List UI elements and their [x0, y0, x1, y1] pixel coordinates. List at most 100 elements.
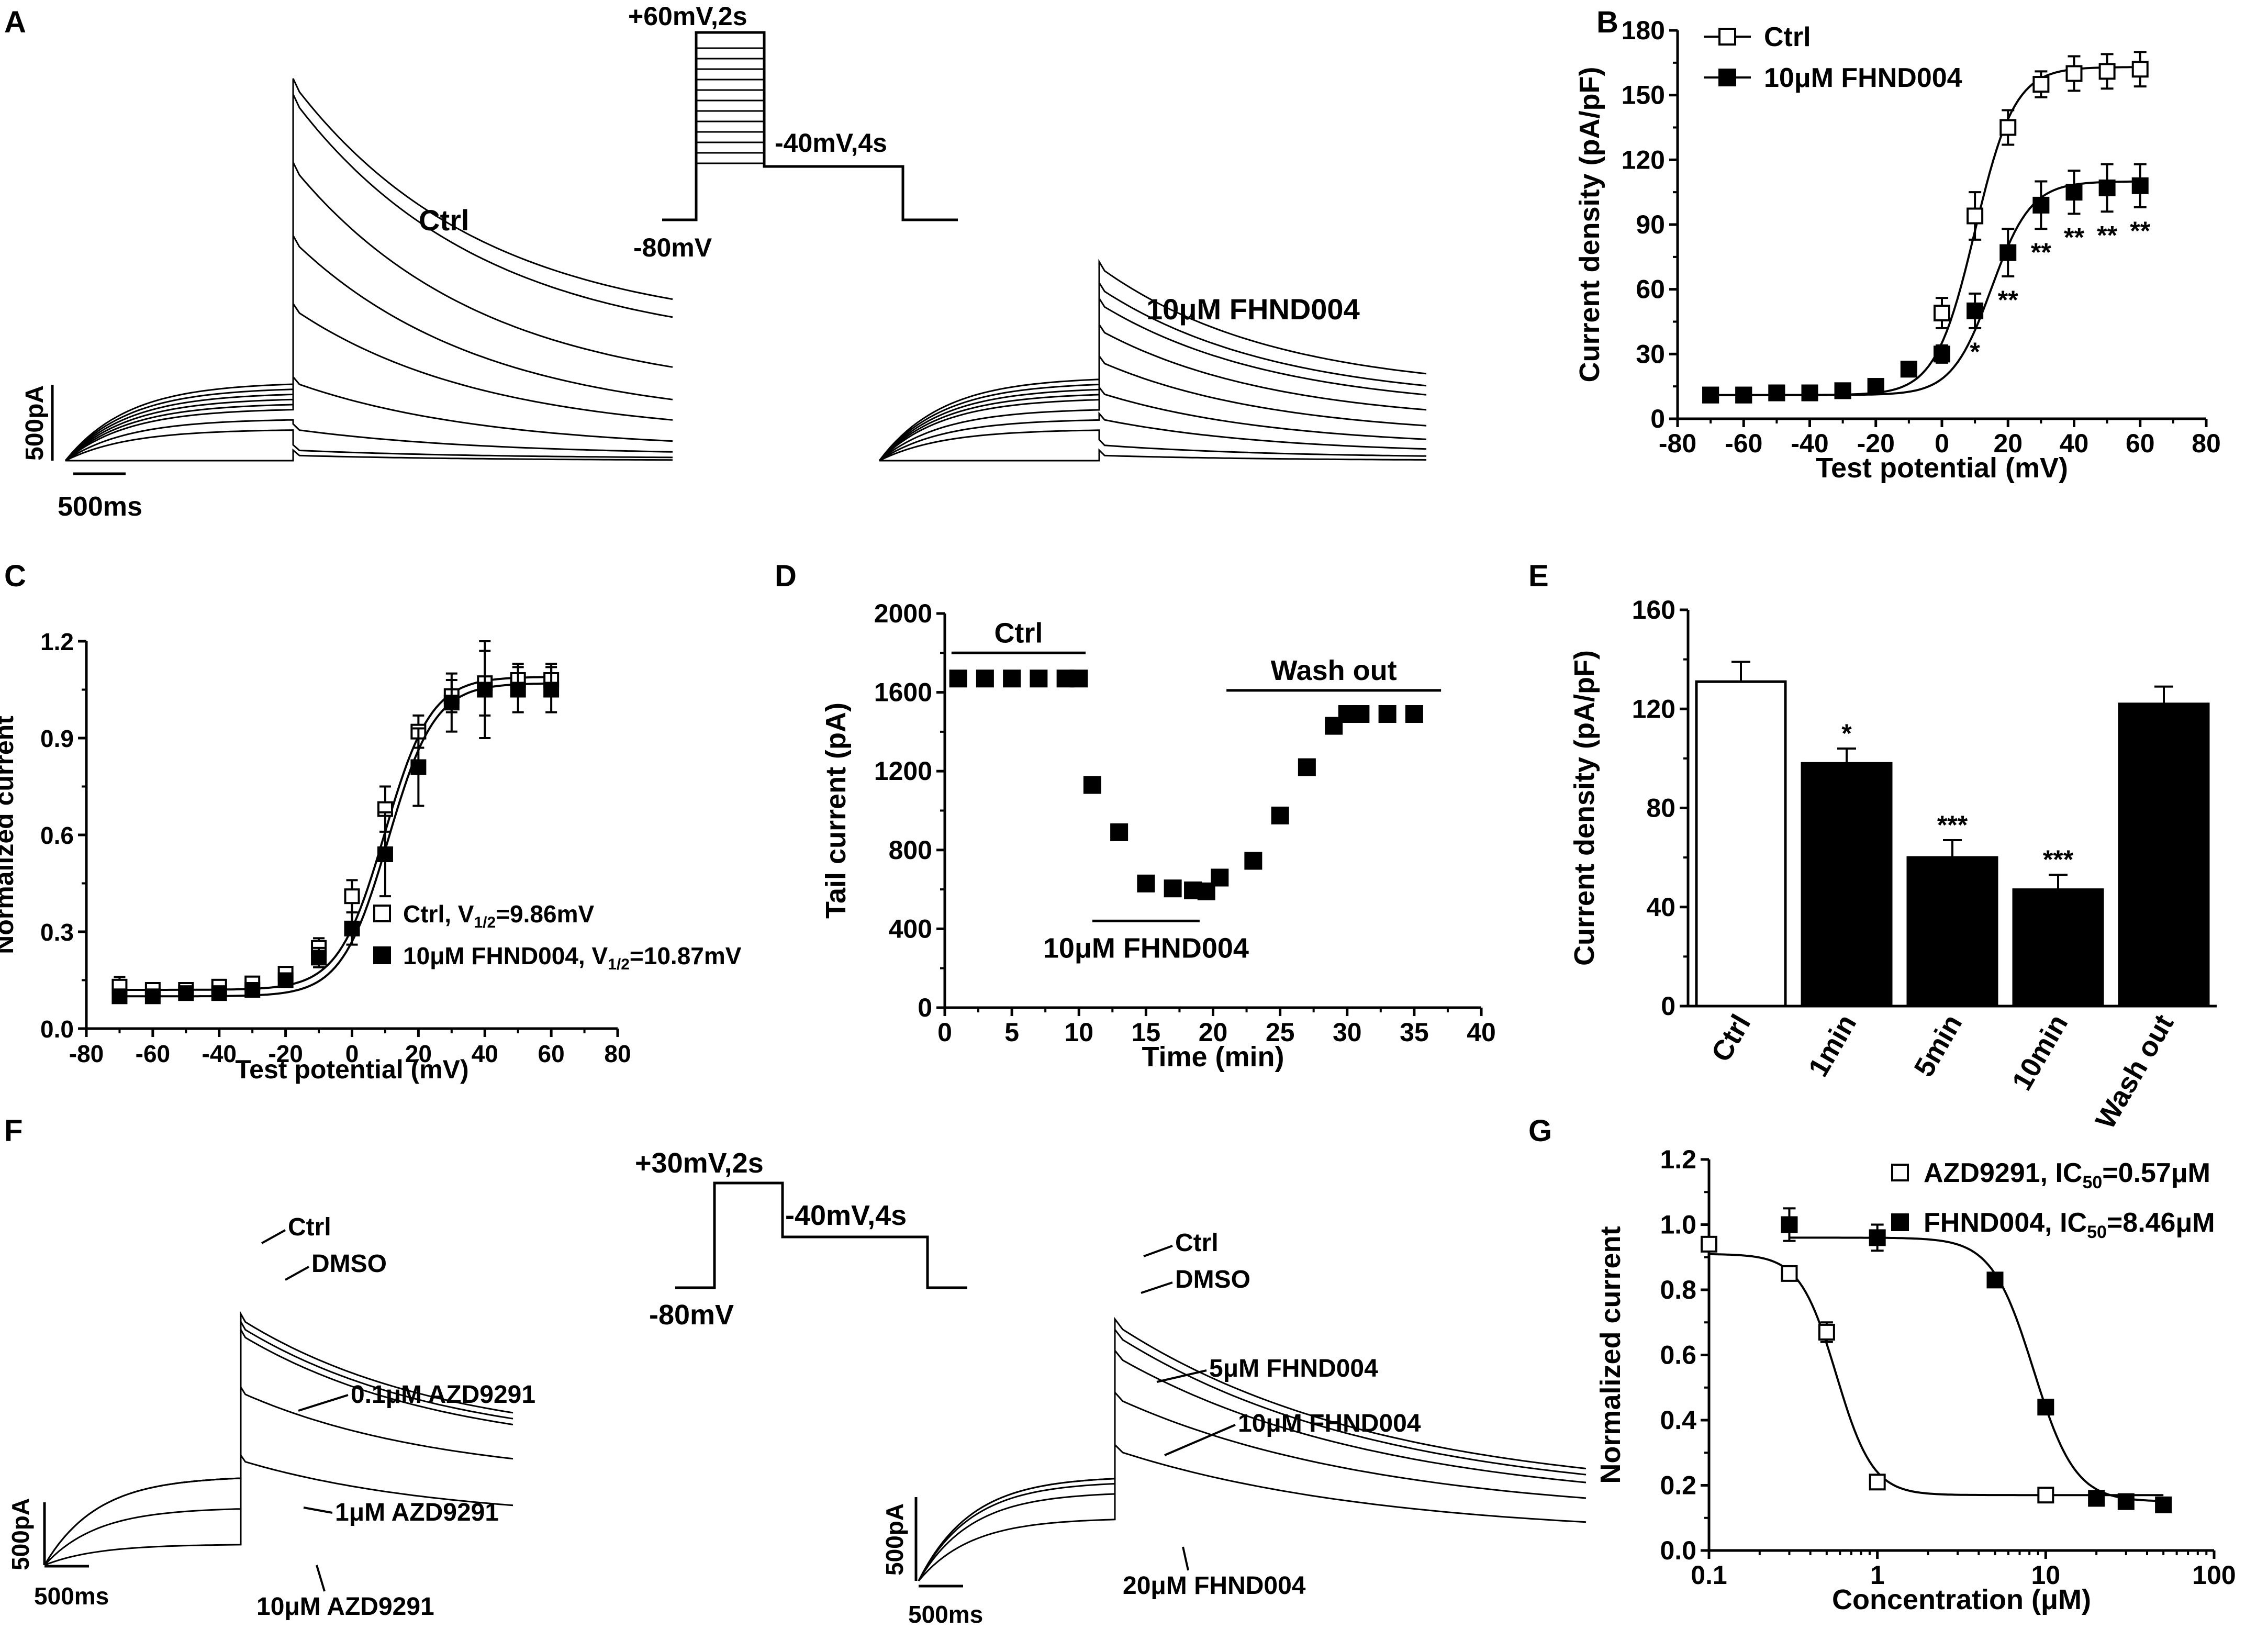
treatment-label: Wash out [1271, 655, 1397, 686]
drug-trace-label: 10μM FHND004 [1146, 293, 1360, 326]
significance-mark: * [1970, 337, 1980, 366]
left-label-azd-01: 0.1μM AZD9291 [351, 1381, 535, 1409]
ctrl-trace [64, 94, 673, 462]
y-tick-label: 0 [1650, 404, 1665, 433]
x-tick-label: 80 [2192, 429, 2221, 458]
data-point [2065, 184, 2083, 201]
protocol-step-label: +60mV,2s [628, 2, 747, 31]
fhnd-trace [918, 1443, 1587, 1581]
right-label-arrows [1141, 1245, 1236, 1571]
protocol-holding-label: -80mV [633, 233, 712, 262]
protocol-tail-label: -40mV,4s [775, 128, 887, 158]
panel-label-d: D [775, 559, 797, 593]
y-tick-label: 0 [1661, 991, 1675, 1021]
data-point [1869, 1229, 1886, 1246]
data-point [1164, 879, 1182, 898]
left-label-dmso: DMSO [311, 1250, 387, 1278]
right-time-scale-label: 500ms [908, 1601, 983, 1628]
data-point [2131, 177, 2149, 194]
y-axis-title: Current density (pA/pF) [1574, 67, 1605, 383]
data-point [2131, 61, 2149, 78]
data-point [1003, 670, 1021, 688]
drug-trace [878, 322, 1427, 462]
significance-mark: ** [2097, 220, 2117, 250]
ctrl-trace [64, 162, 673, 462]
data-point [2037, 1487, 2054, 1504]
y-tick-label: 0.0 [40, 1016, 74, 1043]
data-point [2155, 1496, 2172, 1513]
data-point [976, 670, 994, 688]
data-point [1781, 1216, 1798, 1233]
ctrl-trace [65, 429, 673, 462]
drug-trace [879, 411, 1427, 462]
data-point [1986, 1271, 2004, 1289]
time-scale-label: 500ms [58, 492, 142, 522]
bar [2118, 702, 2210, 1008]
x-axis-title: Concentration (μM) [1832, 1584, 2091, 1615]
y-tick-label: 90 [1636, 210, 1665, 239]
panel-label-c: C [4, 559, 26, 593]
azd-trace [43, 1319, 513, 1566]
ctrl-trace [65, 301, 673, 462]
right-label-fhnd-20: 20μM FHND004 [1123, 1572, 1306, 1600]
data-point [344, 920, 360, 936]
x-tick-label: 40 [472, 1040, 498, 1067]
data-point [344, 888, 360, 905]
panel-label-a: A [4, 5, 26, 39]
x-tick-label: 5 [1004, 1018, 1019, 1047]
voltage-protocol-a [662, 31, 958, 221]
data-point [949, 670, 967, 688]
x-tick-label: -80 [69, 1040, 104, 1067]
chart-g: 0.0 0.2 0.4 0.6 0.8 1.0 1.2 0.1 1 10 100 Concentrat… [1595, 1145, 2236, 1615]
data-point [1867, 378, 1884, 395]
x-tick-label: 40 [2060, 429, 2089, 458]
drug-trace [879, 385, 1427, 462]
y-tick-label: 0.8 [1660, 1275, 1696, 1304]
data-point [144, 988, 161, 1005]
fhnd-trace [918, 1390, 1587, 1581]
x-axis-title: Test potential (mV) [235, 1055, 468, 1084]
y-tick-label: 1600 [874, 678, 932, 707]
x-category-label: Wash out [2090, 1009, 2180, 1134]
data-point [1702, 386, 1719, 404]
fhnd-trace [918, 1348, 1587, 1581]
data-point [443, 695, 460, 711]
data-point [178, 985, 194, 1001]
significance-mark: ** [1998, 285, 2018, 315]
right-label-fhnd-10: 10μM FHND004 [1238, 1410, 1421, 1437]
data-point [2065, 65, 2083, 82]
x-tick-label: 20 [1993, 429, 2023, 458]
x-axis-title: Time (min) [1142, 1041, 1284, 1073]
azd9291-current-traces [43, 1311, 513, 1566]
data-point [1934, 345, 1950, 363]
x-axis-title: Test potential (mV) [1816, 452, 2068, 484]
significance-mark: ** [2130, 216, 2150, 246]
x-tick-label: -60 [1725, 429, 1762, 458]
data-point [1781, 1265, 1798, 1282]
panel-label-b: B [1596, 5, 1618, 39]
legend-label: Ctrl, V1/2=9.86mV [403, 900, 594, 931]
x-tick-label: 0 [937, 1018, 952, 1047]
data-point [1967, 302, 1984, 319]
x-tick-label: 30 [1333, 1018, 1362, 1047]
data-point [1271, 806, 1289, 824]
bar [1906, 856, 1998, 1008]
data-point [1869, 1474, 1886, 1491]
data-point [377, 846, 393, 862]
x-tick-label: 100 [2192, 1560, 2236, 1590]
y-tick-label: 30 [1636, 339, 1665, 369]
data-point [1083, 776, 1101, 794]
significance-mark: *** [2043, 845, 2074, 874]
x-tick-label: 25 [1266, 1018, 1295, 1047]
data-point [1137, 874, 1155, 892]
chart-b: 0 30 60 90 120 150 180 -80 -60 -40 -20 0 20 40 60 80 Tes… [1574, 16, 2221, 484]
x-tick-label: 1 [1870, 1560, 1885, 1590]
data-point [1197, 882, 1215, 900]
legend-label: 10μM FHND004 [1764, 63, 1962, 93]
x-tick-label: -40 [1791, 429, 1828, 458]
legend-label: FHND004, IC50=8.46μM [1924, 1208, 2215, 1242]
panel-f-traces: +30mV,2s -40mV,4s -80mV Ctrl DMSO 0.1μM … [7, 1147, 1587, 1628]
data-point [510, 682, 526, 698]
data-point [2098, 63, 2116, 80]
